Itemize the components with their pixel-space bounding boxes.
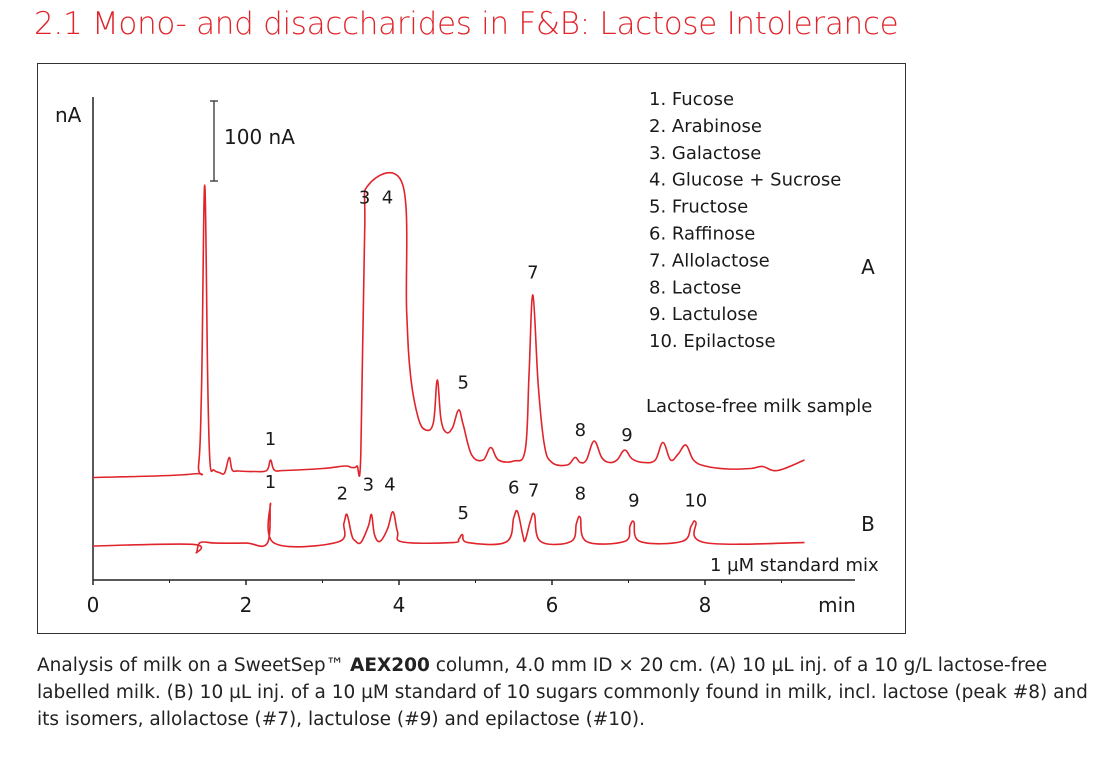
scale-bar-label: 100 nA: [224, 125, 295, 149]
page-title: 2.1 Mono- and disaccharides in F&B: Lact…: [34, 6, 899, 42]
legend-item-9: 9. Lactulose: [649, 304, 758, 325]
legend-item-7: 7. Allolactose: [649, 250, 770, 271]
x-tick-label-6: 6: [546, 593, 559, 617]
traces-layer: [92, 171, 805, 554]
caption-part2: column, 4.0 mm ID × 20 cm. (A) 10 µL inj…: [37, 655, 1088, 730]
series-b-letter: B: [861, 512, 875, 536]
peak-label-b-10: 10: [684, 491, 707, 512]
figure-caption: Analysis of milk on a SweetSep™ AEX200 c…: [37, 652, 1097, 733]
axes-layer: nA min 0 2 4 6 8 100 nA: [55, 97, 856, 617]
peak-label-a-3: 3: [359, 188, 370, 209]
peak-label-b-2: 2: [337, 483, 348, 504]
series-b-label: 1 µM standard mix: [710, 555, 879, 576]
legend-item-10: 10. Epilactose: [649, 331, 776, 352]
caption-column-name: AEX200: [350, 655, 430, 676]
series-a-label: Lactose-free milk sample: [646, 396, 872, 417]
peak-label-a-4: 4: [382, 188, 393, 209]
peak-label-a-9: 9: [621, 425, 632, 446]
legend-item-4: 4. Glucose + Sucrose: [649, 170, 841, 191]
legend-layer: 1. Fucose 2. Arabinose 3. Galactose 4. Gluc…: [649, 89, 841, 352]
peak-label-b-1: 1: [265, 472, 276, 493]
x-tick-label-8: 8: [699, 593, 712, 617]
x-tick-label-2: 2: [240, 593, 253, 617]
peak-label-b-8: 8: [575, 483, 586, 504]
trace-B: [92, 502, 805, 554]
trace-A: [92, 171, 805, 479]
legend-item-6: 6. Raffinose: [649, 224, 755, 245]
y-axis-label: nA: [55, 103, 82, 127]
legend-item-8: 8. Lactose: [649, 277, 741, 298]
x-tick-label-4: 4: [393, 593, 406, 617]
x-tick-label-0: 0: [87, 593, 100, 617]
peak-label-a-5: 5: [458, 373, 469, 394]
caption-part1: Analysis of milk on a SweetSep™: [37, 655, 350, 676]
legend-item-3: 3. Galactose: [649, 143, 761, 164]
peak-label-b-4: 4: [384, 475, 395, 496]
legend-item-1: 1. Fucose: [649, 89, 734, 110]
peak-label-a-7: 7: [527, 263, 538, 284]
x-axis-label: min: [818, 593, 856, 617]
peak-label-a-8: 8: [575, 420, 586, 441]
peak-label-b-3: 3: [363, 475, 374, 496]
peak-label-b-9: 9: [628, 491, 639, 512]
legend-item-5: 5. Fructose: [649, 197, 748, 218]
peak-label-b-6: 6: [508, 478, 519, 499]
series-a-letter: A: [861, 255, 875, 279]
peak-label-a-1: 1: [265, 429, 276, 450]
peak-label-b-5: 5: [458, 503, 469, 524]
figure-frame: [37, 63, 906, 634]
peak-label-b-7: 7: [528, 480, 539, 501]
legend-item-2: 2. Arabinose: [649, 116, 762, 137]
